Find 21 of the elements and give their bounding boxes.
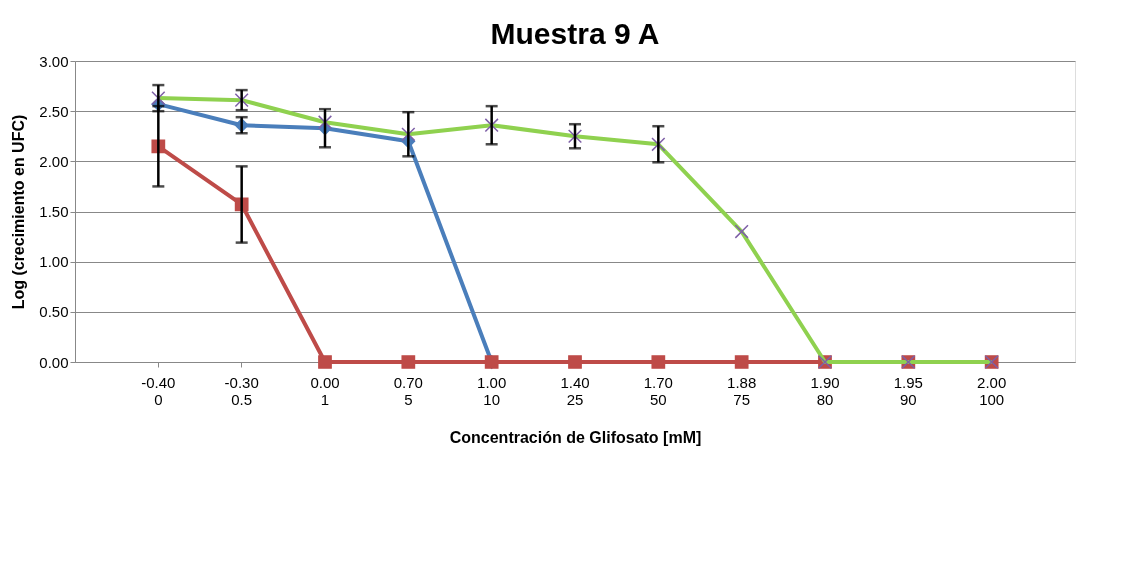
chart-title: Muestra 9 A	[490, 17, 660, 50]
y-tick-label: 0.50	[39, 303, 69, 321]
x-tick-label: 0.00 1	[310, 373, 340, 408]
x-tick-label: 1.00 10	[477, 373, 507, 408]
x-tick-label: -0.40 0	[141, 373, 176, 408]
x-tick-label: 1.95 90	[893, 373, 923, 408]
x-tick-label: 0.70 5	[393, 373, 423, 408]
x-tick-label: 1.70 50	[643, 373, 673, 408]
y-axis-title: Log (crecimiento en UFC)	[10, 114, 28, 310]
x-tick-label: 1.90 80	[810, 373, 840, 408]
x-tick-label: -0.30 0.5	[224, 373, 259, 408]
y-tick-label: 2.00	[39, 152, 69, 170]
x-tick-label: 2.00 100	[977, 373, 1007, 408]
x-tick-label: 1.40 25	[560, 373, 590, 408]
y-tick-label: 1.00	[39, 253, 69, 271]
y-tick-label: 2.50	[39, 102, 69, 120]
y-tick-label: 0.00	[39, 353, 69, 371]
x-axis-title: Concentración de Glifosato [mM]	[449, 428, 702, 446]
y-tick-label: 3.00	[39, 52, 69, 70]
y-tick-label: 1.50	[39, 203, 69, 220]
x-tick-label: 1.88 75	[727, 373, 757, 408]
